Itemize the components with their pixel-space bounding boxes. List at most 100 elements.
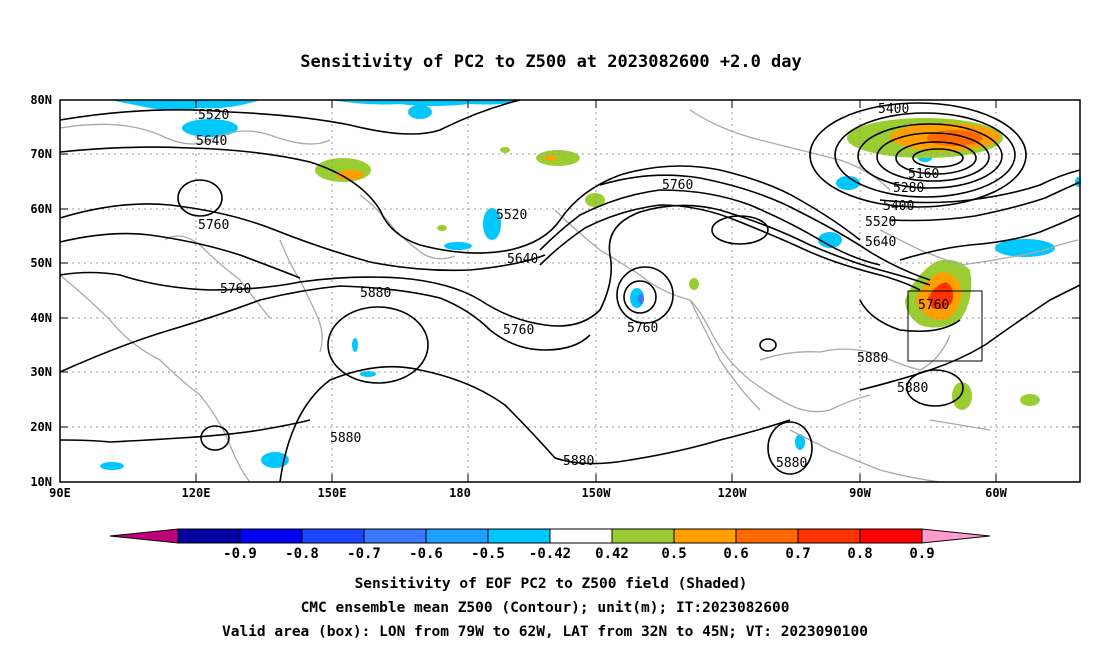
shade-negative-patch [795,434,805,450]
contour-label: 5520 [496,208,527,223]
colorbar: -0.9 -0.8 -0.7 -0.6 -0.5 -0.42 0.42 0.5 0.6 0.7 0.… [109,528,991,562]
coastlines [59,109,1079,483]
lat-tick-label: 20N [30,420,52,434]
colorbar-label: -0.5 [471,546,505,562]
colorbar-low-arrow [109,528,179,544]
caption-line-3: Valid area (box): LON from 79W to 62W, L… [222,624,868,640]
figure-title: Sensitivity of PC2 to Z500 at 2023082600… [300,52,802,72]
contour-label: 5880 [563,454,594,469]
lon-tick-label: 150W [582,486,612,500]
map-panel: 5520 5640 5760 5760 5880 5880 5520 5640 … [30,93,1081,500]
colorbar-swatch [673,528,737,544]
contour-label: 5880 [330,431,361,446]
colorbar-label: 0.8 [847,546,872,562]
shade-positive-patch [952,382,972,410]
colorbar-swatch [735,528,799,544]
lon-tick-label: 60W [985,486,1007,500]
contour-label: 5520 [198,108,229,123]
colorbar-label: 0.6 [723,546,748,562]
colorbar-swatch [239,528,303,544]
colorbar-label: -0.6 [409,546,443,562]
lat-labels: 80N 70N 60N 50N 40N 30N 20N 10N [30,93,52,489]
colorbar-swatch [425,528,489,544]
contour-label: 5520 [865,215,896,230]
colorbar-swatch [611,528,675,544]
shade-negative-patch [995,239,1055,257]
contour-labels: 5520 5640 5760 5760 5880 5880 5520 5640 … [196,102,949,471]
shade-negative-patch [818,232,842,248]
lat-tick-label: 70N [30,147,52,161]
shade-positive-patch [500,147,510,153]
colorbar-label: 0.9 [909,546,934,562]
contour-label: 5640 [865,235,896,250]
colorbar-label: -0.42 [529,546,571,562]
contour-label: 5160 [908,167,939,182]
colorbar-label: -0.7 [347,546,381,562]
contour-label: 5280 [893,181,924,196]
contour-label: 5880 [897,381,928,396]
lat-tick-label: 50N [30,256,52,270]
colorbar-label: 0.5 [661,546,686,562]
lon-tick-label: 90E [49,486,71,500]
lat-tick-label: 40N [30,311,52,325]
contour-label: 5760 [918,298,949,313]
contour-label: 5640 [507,252,538,267]
caption-line-1: Sensitivity of EOF PC2 to Z500 field (Sh… [355,576,748,592]
shade-negative-patch [182,119,238,137]
contour-label: 5880 [360,286,391,301]
colorbar-swatch [301,528,365,544]
colorbar-high-arrow [921,528,991,544]
colorbar-swatch [177,528,241,544]
shade-negative-patch [330,100,520,106]
shade-negative-patch [261,452,289,468]
lon-labels: 90E 120E 150E 180 150W 120W 90W 60W [49,486,1007,500]
map-border [59,99,1081,483]
lat-tick-label: 80N [30,93,52,107]
colorbar-label: 0.7 [785,546,810,562]
lat-tick-label: 10N [30,475,52,489]
contour-label: 5760 [198,218,229,233]
colorbar-swatch [363,528,427,544]
colorbar-swatch [549,528,613,544]
lon-tick-label: 120W [718,486,748,500]
lon-tick-label: 150E [318,486,347,500]
contour-label: 5880 [857,351,888,366]
shade-negative-patch [110,100,260,110]
shade-negative-patch [408,105,432,119]
contour-label: 5760 [220,282,251,297]
lon-tick-label: 180 [449,486,471,500]
shade-positive-patch [336,170,364,180]
shade-positive-patch [928,282,954,310]
valid-area-box [907,290,983,362]
lon-tick-label: 90W [849,486,871,500]
colorbar-label: 0.42 [595,546,629,562]
graticule [60,100,1080,482]
contour-label: 5760 [627,321,658,336]
shade-positive-patch [536,150,580,166]
z500-contours [59,99,1081,483]
lat-tick-label: 30N [30,365,52,379]
shade-positive-patch [545,155,557,161]
contour-label: 5400 [883,199,914,214]
contour-label: 5760 [503,323,534,338]
colorbar-swatch [797,528,861,544]
shade-negative-patch [352,338,358,352]
lat-tick-label: 60N [30,202,52,216]
contour-label: 5760 [662,178,693,193]
contour-label: 5880 [776,456,807,471]
shade-negative-patch [483,208,501,240]
colorbar-swatch [859,528,923,544]
shade-negative-patch [100,462,124,470]
colorbar-label: -0.8 [285,546,319,562]
tick-marks [59,100,1080,482]
shade-negative-patch [638,294,644,304]
contour-label: 5400 [878,102,909,117]
caption-line-2: CMC ensemble mean Z500 (Contour); unit(m… [301,600,790,616]
shade-positive-patch [689,278,699,290]
colorbar-label: -0.9 [223,546,257,562]
shade-positive-patch [1020,394,1040,406]
shade-negative-patch [444,242,472,250]
shade-positive-patch [437,225,447,231]
contour-label: 5640 [196,134,227,149]
lon-tick-label: 120E [182,486,211,500]
